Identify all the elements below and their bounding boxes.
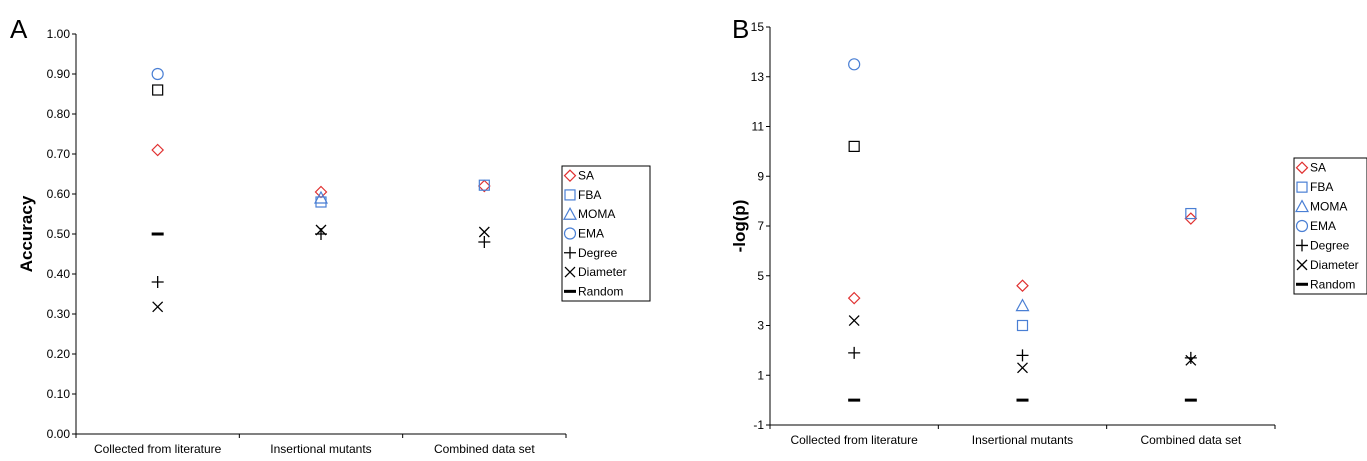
- legend: SA FBA MOMA EMA Degree Diameter Random: [1293, 157, 1367, 295]
- point-extra-square: [848, 140, 860, 152]
- legend-label-sa: SA: [578, 169, 594, 183]
- point-ema: [848, 58, 861, 71]
- legend-label-diameter: Diameter: [1310, 258, 1359, 272]
- y-tick-label: 3: [757, 319, 764, 333]
- y-tick-label: 0.60: [47, 187, 71, 201]
- legend-marker-sa: [1295, 161, 1309, 175]
- y-axis-label: -log(p): [730, 200, 749, 253]
- point-degree: [478, 236, 491, 248]
- y-tick-label: 1.00: [47, 27, 71, 41]
- legend-label-degree: Degree: [578, 246, 618, 260]
- y-tick-label: 0.70: [47, 147, 71, 161]
- y-tick-label: 11: [752, 120, 765, 134]
- panel-letter: B: [732, 14, 749, 44]
- legend-marker-degree: [564, 246, 576, 259]
- x-category-label: Combined data set: [434, 442, 535, 456]
- point-sa: [1184, 212, 1198, 225]
- legend-marker-ema: [563, 227, 577, 240]
- point-extra-square: [152, 84, 164, 96]
- y-tick-label: 0.20: [47, 347, 71, 361]
- y-tick-label: 5: [757, 269, 764, 283]
- legend-label-random: Random: [1310, 277, 1355, 291]
- legend: SA FBA MOMA EMA Degree Diameter Random: [561, 165, 651, 302]
- legend-label-degree: Degree: [1310, 238, 1350, 252]
- y-tick-label: 0.40: [47, 267, 71, 281]
- legend-marker-moma: [1294, 199, 1310, 213]
- legend-marker-ema: [1295, 219, 1309, 233]
- y-tick-label: 0.80: [47, 107, 71, 121]
- point-sa: [847, 291, 861, 305]
- legend-box: [561, 165, 651, 302]
- legend-marker-sa: [563, 169, 577, 182]
- y-axis-label: Accuracy: [17, 195, 36, 272]
- legend-marker-diameter: [1296, 259, 1308, 271]
- x-category-label: Combined data set: [1140, 433, 1241, 447]
- y-tick-label: 0.10: [47, 387, 71, 401]
- point-fba: [1185, 207, 1197, 220]
- point-degree: [848, 346, 861, 359]
- point-degree: [1016, 349, 1029, 362]
- legend-label-sa: SA: [1310, 161, 1326, 175]
- y-tick-label: 15: [751, 20, 765, 34]
- legend-marker-diameter: [564, 266, 576, 278]
- legend-label-ema: EMA: [1310, 219, 1336, 233]
- legend-label-random: Random: [578, 284, 623, 298]
- legend-label-moma: MOMA: [578, 207, 615, 221]
- y-tick-label: 0.30: [47, 307, 71, 321]
- point-diameter: [1017, 362, 1028, 374]
- x-category-label: Insertional mutants: [270, 442, 371, 456]
- y-tick-label: 0.50: [47, 227, 71, 241]
- x-category-label: Collected from literature: [790, 433, 918, 447]
- legend-box: [1293, 157, 1367, 295]
- y-tick-label: 7: [757, 219, 764, 233]
- y-tick-label: -1: [753, 418, 764, 432]
- point-fba: [1016, 319, 1029, 332]
- point-diameter: [478, 226, 490, 238]
- point-sa: [477, 179, 491, 193]
- legend-marker-fba: [564, 189, 576, 201]
- point-degree: [1184, 351, 1197, 364]
- legend-label-moma: MOMA: [1310, 200, 1347, 214]
- legend-marker-fba: [1296, 181, 1308, 193]
- point-diameter: [848, 315, 860, 326]
- y-tick-label: 0.90: [47, 67, 71, 81]
- legend-label-fba: FBA: [1310, 180, 1333, 194]
- y-tick-label: 13: [751, 70, 765, 84]
- point-diameter: [1185, 354, 1197, 366]
- y-tick-label: 9: [757, 169, 764, 183]
- point-fba: [478, 179, 490, 191]
- y-tick-label: 1: [757, 368, 764, 382]
- point-diameter: [315, 224, 327, 236]
- y-tick-label: 0.00: [47, 427, 71, 441]
- legend-label-diameter: Diameter: [578, 265, 627, 279]
- x-category-label: Collected from literature: [94, 442, 222, 456]
- legend-label-ema: EMA: [578, 227, 604, 241]
- point-moma: [1015, 298, 1030, 312]
- point-sa: [151, 143, 165, 157]
- point-degree: [151, 276, 164, 288]
- x-category-label: Insertional mutants: [972, 433, 1073, 447]
- legend-marker-moma: [562, 206, 578, 220]
- point-diameter: [152, 301, 164, 313]
- legend-label-fba: FBA: [578, 188, 601, 202]
- point-sa: [1016, 279, 1029, 293]
- point-moma: [313, 190, 329, 204]
- chart-panel-a: A 0.00 0.10 0.20 0.30 0.40 0.50 0.60 0.70 0.80 0.9…: [10, 14, 651, 456]
- point-ema: [151, 67, 164, 81]
- panel-letter: A: [10, 14, 28, 44]
- legend-marker-degree: [1296, 239, 1308, 252]
